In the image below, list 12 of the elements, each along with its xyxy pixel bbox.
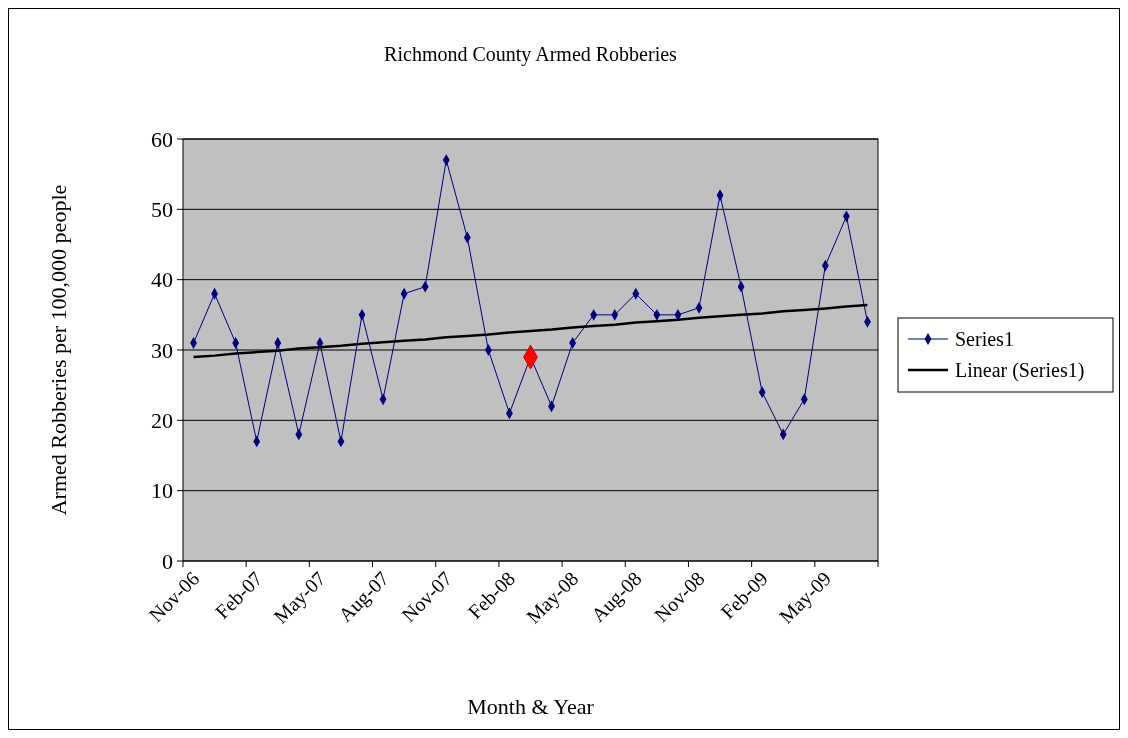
y-tick-label: 20	[151, 408, 173, 434]
y-axis-title: Armed Robberies per 100,000 people	[46, 184, 71, 516]
legend-label: Series1	[955, 328, 1014, 350]
x-axis-title: Month & Year	[467, 694, 595, 719]
chart-title: Richmond County Armed Robberies	[384, 43, 678, 66]
y-tick-label: 0	[162, 548, 173, 574]
y-tick-label: 50	[151, 197, 173, 223]
y-tick-label: 30	[151, 337, 173, 363]
y-tick-label: 60	[151, 126, 173, 152]
y-tick-label: 10	[151, 478, 173, 504]
legend-label: Linear (Series1)	[955, 359, 1085, 382]
y-tick-label: 40	[151, 267, 173, 293]
